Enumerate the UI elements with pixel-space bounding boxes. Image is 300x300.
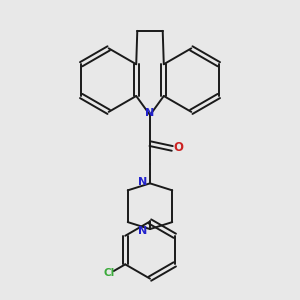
Text: N: N xyxy=(146,109,154,118)
Text: O: O xyxy=(173,141,183,154)
Text: N: N xyxy=(138,177,148,187)
Text: Cl: Cl xyxy=(103,268,115,278)
Text: N: N xyxy=(138,226,148,236)
